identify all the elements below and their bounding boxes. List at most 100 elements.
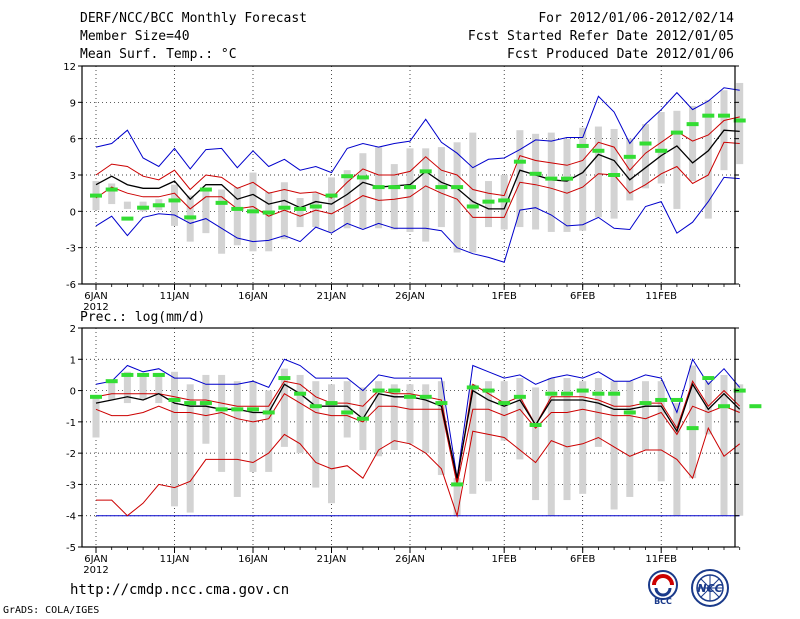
- member-range-bar: [280, 182, 288, 240]
- observation-marker: [639, 401, 652, 406]
- member-range-bar: [437, 381, 445, 476]
- member-range-bar: [469, 132, 477, 253]
- x-tick-label: 6FEB: [570, 554, 595, 565]
- forecast-period: For 2012/01/06-2012/02/14: [538, 11, 734, 26]
- y-tick-label: -5: [66, 543, 76, 554]
- observation-marker: [294, 206, 307, 211]
- member-range-bar: [406, 384, 414, 444]
- observation-marker: [513, 159, 526, 164]
- member-range-bar: [532, 133, 540, 230]
- y-tick-label: 1: [70, 355, 76, 366]
- bcc-logo: BCC: [648, 570, 678, 606]
- member-range-bar: [469, 384, 477, 494]
- y-tick-label: -3: [66, 480, 76, 491]
- y-tick-label: 3: [70, 171, 76, 182]
- observation-marker: [105, 379, 118, 384]
- x-tick-label: 11JAN: [160, 554, 190, 565]
- observation-marker: [561, 176, 573, 181]
- plot-frame: [81, 327, 736, 548]
- observation-marker: [576, 388, 589, 393]
- observation-marker: [121, 372, 134, 377]
- member-range-bar: [642, 124, 649, 189]
- series-line-upper_outer: [95, 358, 741, 479]
- footer-url[interactable]: http://cmdp.ncc.cma.gov.cn: [70, 582, 290, 598]
- member-range-bar: [171, 184, 178, 226]
- observation-marker: [718, 404, 730, 409]
- member-range-bar: [171, 371, 178, 507]
- member-range-bar: [280, 368, 288, 447]
- observation-marker: [137, 372, 150, 377]
- fcst-produced-date: Fcst Produced Date 2012/01/06: [507, 47, 734, 62]
- bcc-logo-text: BCC: [654, 597, 672, 606]
- member-range-bar: [108, 381, 116, 400]
- observation-marker: [498, 401, 511, 406]
- member-range-bar: [375, 381, 383, 457]
- member-range-bar: [390, 384, 398, 451]
- member-range-bar: [485, 381, 492, 482]
- observation-marker: [686, 122, 699, 127]
- observation-marker: [137, 205, 150, 210]
- member-range-bar: [218, 374, 226, 472]
- observation-marker: [247, 407, 259, 412]
- member-range-bar: [186, 384, 194, 513]
- x-tick-label: 21JAN: [317, 291, 347, 302]
- member-range-bar: [92, 396, 100, 438]
- member-range-bar: [689, 105, 697, 182]
- observation-marker: [466, 385, 479, 390]
- observation-marker: [655, 397, 668, 402]
- observation-marker: [215, 200, 228, 205]
- observation-marker: [702, 376, 715, 381]
- observation-marker: [325, 401, 338, 406]
- observation-marker: [466, 204, 479, 209]
- observation-marker: [419, 169, 432, 174]
- observation-marker: [90, 394, 102, 399]
- observation-marker: [451, 185, 464, 190]
- observation-marker: [231, 206, 244, 211]
- x-tick-label: 1FEB: [492, 291, 517, 302]
- grads-credit: GrADS: COLA/IGES: [3, 605, 100, 616]
- observation-marker: [749, 404, 762, 409]
- member-range-bar: [547, 378, 555, 516]
- observation-marker: [356, 175, 369, 180]
- member-range-bar: [202, 374, 210, 444]
- y-tick-label: -2: [66, 449, 76, 460]
- member-range-bar: [532, 387, 540, 501]
- observation-marker: [623, 154, 636, 159]
- observation-marker: [278, 376, 291, 381]
- observation-marker: [608, 391, 621, 396]
- observation-marker: [529, 422, 542, 427]
- member-range-bar: [312, 381, 320, 488]
- observation-marker: [482, 388, 495, 393]
- observation-marker: [451, 482, 464, 487]
- observation-marker: [655, 148, 668, 153]
- ncc-logo: NCC: [691, 569, 729, 607]
- y-tick-label: 2: [70, 324, 76, 335]
- member-range-bar: [233, 381, 241, 497]
- observation-marker: [482, 199, 495, 204]
- member-range-bar: [736, 82, 744, 165]
- observation-marker: [404, 394, 416, 399]
- observation-marker: [623, 410, 636, 415]
- x-tick-year-label: 2012: [83, 302, 108, 313]
- member-range-bar: [233, 187, 241, 246]
- observation-marker: [372, 185, 385, 190]
- x-tick-label: 6FEB: [570, 291, 595, 302]
- member-range-bar: [704, 99, 712, 219]
- observation-marker: [545, 391, 558, 396]
- member-range-bar: [453, 142, 461, 253]
- member-range-bar: [390, 164, 398, 230]
- series-line-lower_outer: [95, 176, 740, 263]
- series-line-ensemble_mean: [95, 129, 740, 210]
- member-range-bar: [610, 381, 618, 510]
- y-tick-label: -1: [66, 418, 76, 429]
- x-tick-year-label: 2012: [83, 565, 108, 576]
- series-line-upper_inner: [95, 380, 741, 482]
- observation-marker: [199, 401, 212, 406]
- observation-marker: [121, 216, 134, 221]
- observation-marker: [670, 130, 683, 135]
- observation-marker: [215, 407, 228, 412]
- x-tick-label: 11JAN: [160, 291, 190, 302]
- observation-marker: [309, 404, 322, 409]
- member-range-bar: [139, 374, 147, 400]
- observation-marker: [576, 143, 589, 148]
